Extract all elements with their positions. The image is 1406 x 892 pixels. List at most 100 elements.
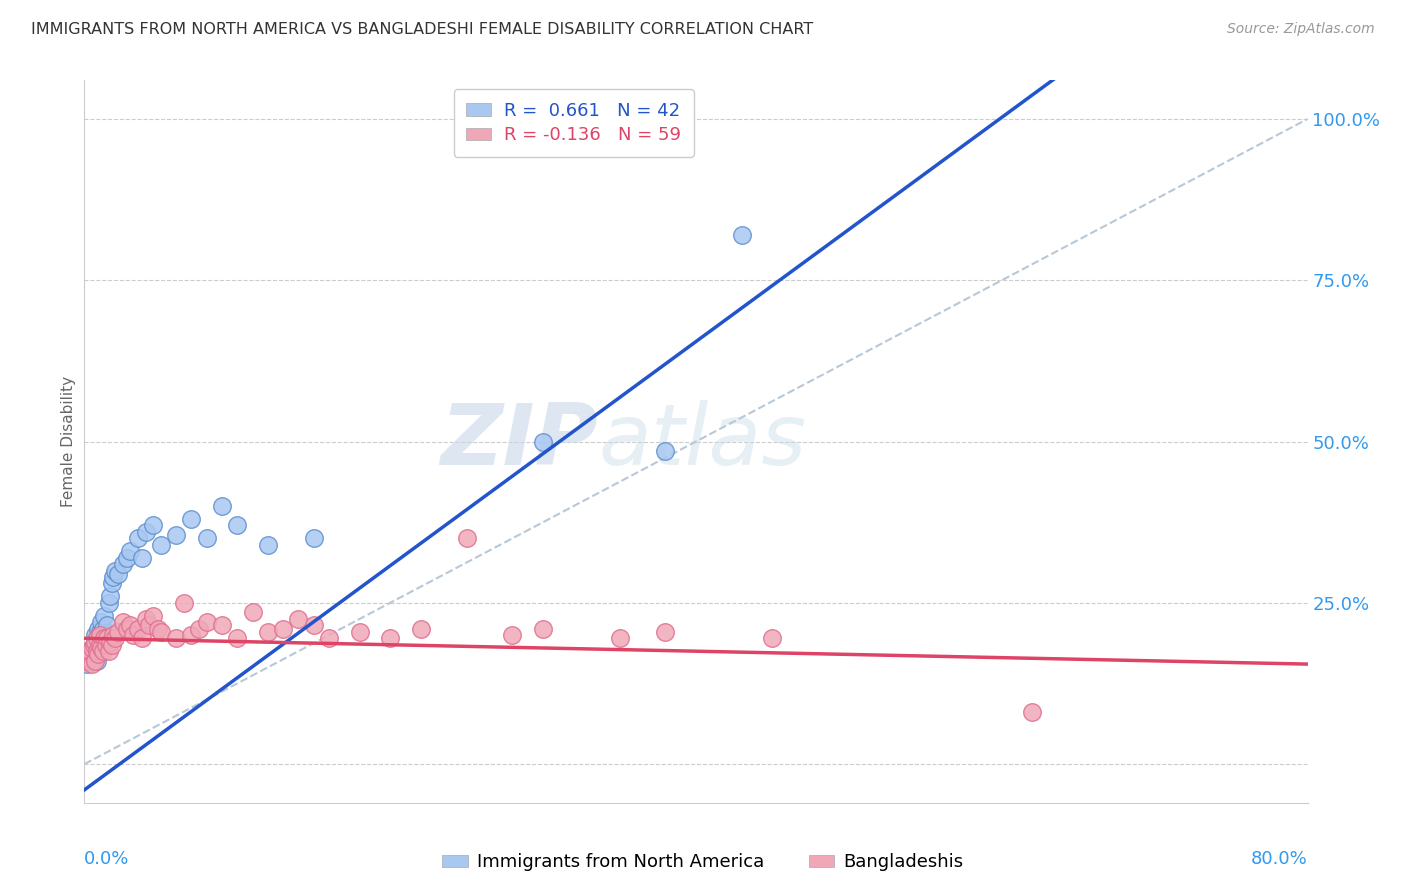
Legend: R =  0.661   N = 42, R = -0.136   N = 59: R = 0.661 N = 42, R = -0.136 N = 59 <box>454 89 693 157</box>
Point <box>93 608 115 623</box>
Point <box>122 628 145 642</box>
Point <box>142 608 165 623</box>
Point <box>101 638 124 652</box>
Point <box>97 644 120 658</box>
Point <box>77 650 100 665</box>
Point <box>502 628 524 642</box>
Point <box>84 654 107 668</box>
Legend: Immigrants from North America, Bangladeshis: Immigrants from North America, Banglades… <box>436 847 970 879</box>
Point <box>115 622 138 636</box>
Point <box>94 628 117 642</box>
Point <box>242 606 264 620</box>
Point <box>107 566 129 581</box>
Point <box>531 622 554 636</box>
Point <box>127 531 149 545</box>
Point <box>77 650 100 665</box>
Point <box>97 596 120 610</box>
Point <box>84 634 107 648</box>
Point <box>211 499 233 513</box>
Point <box>96 618 118 632</box>
Point <box>87 622 110 636</box>
Y-axis label: Female Disability: Female Disability <box>60 376 76 508</box>
Point <box>83 638 105 652</box>
Point <box>75 654 97 668</box>
Point <box>96 632 118 646</box>
Point <box>138 618 160 632</box>
Point <box>195 615 218 630</box>
Point <box>146 622 169 636</box>
Point <box>93 632 115 646</box>
Point <box>98 590 121 604</box>
Point <box>94 638 117 652</box>
Point <box>226 632 249 646</box>
Point <box>115 550 138 565</box>
Point <box>180 512 202 526</box>
Point <box>149 624 172 639</box>
Point <box>111 615 134 630</box>
Point <box>135 524 157 539</box>
Text: Source: ZipAtlas.com: Source: ZipAtlas.com <box>1227 22 1375 37</box>
Point <box>107 624 129 639</box>
Point <box>1021 706 1043 720</box>
Point <box>180 628 202 642</box>
Point <box>131 632 153 646</box>
Point <box>654 444 676 458</box>
Point <box>104 564 127 578</box>
Point <box>609 632 631 646</box>
Point <box>80 644 103 658</box>
Point <box>90 615 112 630</box>
Point <box>89 628 111 642</box>
Text: IMMIGRANTS FROM NORTH AMERICA VS BANGLADESHI FEMALE DISABILITY CORRELATION CHART: IMMIGRANTS FROM NORTH AMERICA VS BANGLAD… <box>31 22 813 37</box>
Point <box>257 538 280 552</box>
Point <box>103 570 125 584</box>
Point <box>89 638 111 652</box>
Point <box>86 632 108 646</box>
Point <box>131 550 153 565</box>
Point <box>142 518 165 533</box>
Text: 0.0%: 0.0% <box>84 850 129 868</box>
Point <box>80 640 103 655</box>
Point <box>127 622 149 636</box>
Point <box>79 648 101 662</box>
Point <box>409 622 432 636</box>
Point <box>257 624 280 639</box>
Point <box>761 632 783 646</box>
Point <box>84 628 107 642</box>
Point <box>86 632 108 646</box>
Point <box>83 638 105 652</box>
Point <box>79 644 101 658</box>
Point <box>103 628 125 642</box>
Point <box>89 624 111 639</box>
Point <box>380 632 402 646</box>
Point <box>120 618 142 632</box>
Point <box>731 228 754 243</box>
Point <box>165 632 187 646</box>
Text: atlas: atlas <box>598 400 806 483</box>
Point <box>165 528 187 542</box>
Point <box>531 434 554 449</box>
Point <box>80 657 103 672</box>
Point <box>104 632 127 646</box>
Point <box>101 576 124 591</box>
Text: 80.0%: 80.0% <box>1251 850 1308 868</box>
Point <box>226 518 249 533</box>
Point <box>149 538 172 552</box>
Point <box>84 634 107 648</box>
Point <box>173 596 195 610</box>
Point <box>654 624 676 639</box>
Point <box>86 654 108 668</box>
Point <box>98 634 121 648</box>
Point <box>111 557 134 571</box>
Point <box>91 644 114 658</box>
Point <box>76 648 98 662</box>
Point <box>135 612 157 626</box>
Point <box>195 531 218 545</box>
Point <box>302 531 325 545</box>
Text: ZIP: ZIP <box>440 400 598 483</box>
Point <box>287 612 309 626</box>
Point <box>349 624 371 639</box>
Point <box>76 657 98 672</box>
Point <box>211 618 233 632</box>
Point <box>86 644 108 658</box>
Point <box>80 640 103 655</box>
